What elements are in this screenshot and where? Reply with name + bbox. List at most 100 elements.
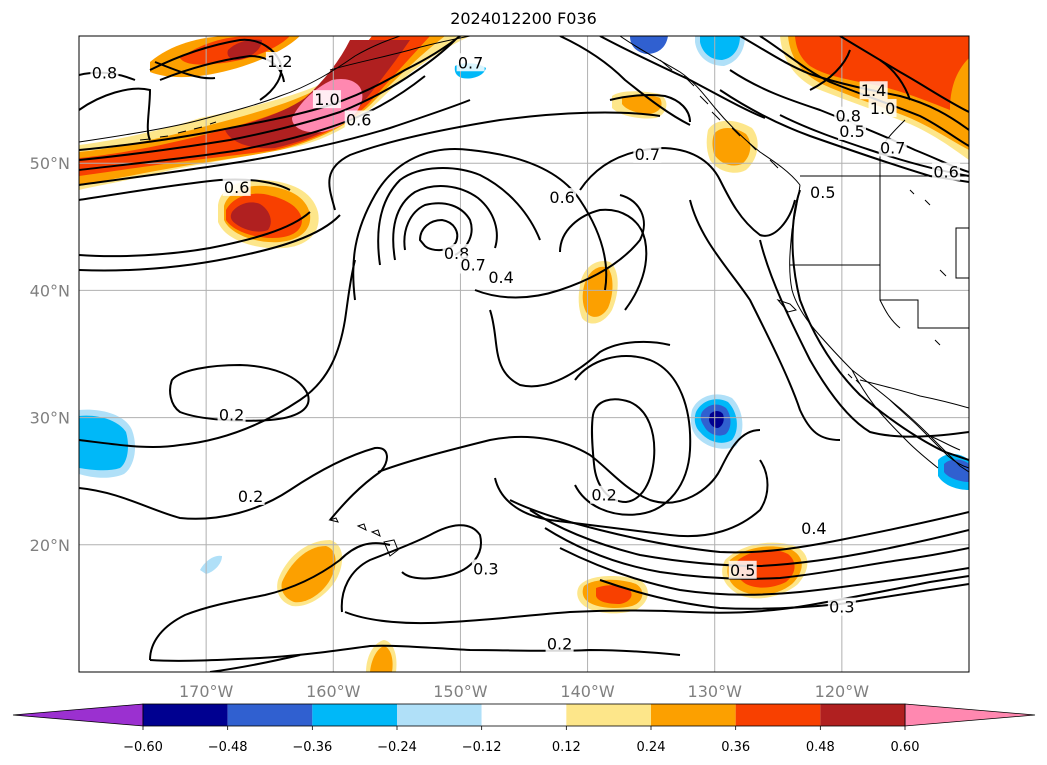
shading-130w-neg-dark bbox=[709, 411, 724, 428]
contour-label: 0.7 bbox=[880, 138, 905, 157]
contour-label-halo bbox=[808, 183, 837, 201]
contour-label-halo bbox=[878, 138, 907, 157]
border-states-2 bbox=[879, 265, 969, 329]
contour-label-halo bbox=[838, 121, 867, 140]
colorbar-tick-label: −0.48 bbox=[208, 740, 248, 755]
contour-label: 0.2 bbox=[591, 486, 616, 505]
contour-label: 0.4 bbox=[488, 268, 513, 287]
contour-label: 0.6 bbox=[933, 163, 958, 182]
colorbar-tick-label: 0.60 bbox=[891, 740, 920, 755]
lat-tick-label: 40°N bbox=[30, 281, 70, 300]
contour-label-halo bbox=[456, 53, 485, 72]
colorbar-segment bbox=[566, 704, 651, 726]
contour-west-1 bbox=[328, 111, 661, 211]
contour-label: 0.8 bbox=[92, 63, 117, 82]
contour-lines bbox=[79, 36, 969, 672]
contour-gulf-1 bbox=[489, 309, 671, 388]
map-title: 2024012200 F036 bbox=[450, 9, 597, 28]
contour-label-halo bbox=[217, 405, 246, 424]
contour-bering-1 bbox=[79, 87, 152, 141]
latitude-tick-labels: 50°N 40°N 30°N 20°N bbox=[30, 154, 70, 555]
contour-label-halo bbox=[834, 106, 863, 125]
contour-low-2 bbox=[392, 185, 498, 261]
contour-alaska-5 bbox=[79, 178, 291, 201]
contour-label: 0.3 bbox=[473, 560, 498, 579]
contour-02-west bbox=[169, 363, 310, 422]
contour-topright-1 bbox=[559, 36, 691, 126]
contour-label: 1.0 bbox=[870, 99, 895, 118]
longitude-tick-labels: 170°W 160°W 150°W 140°W 130°W 120°W bbox=[179, 682, 869, 701]
coastline-gulf bbox=[889, 399, 969, 469]
colorbar-tick-label: 0.12 bbox=[552, 740, 581, 755]
contour-label: 0.2 bbox=[219, 406, 244, 425]
contour-label: 0.6 bbox=[224, 178, 249, 197]
contour-02-bottom-2 bbox=[209, 654, 301, 672]
contour-label-halo bbox=[932, 162, 961, 181]
coastline-bc-islands bbox=[659, 59, 779, 169]
border-states-3 bbox=[955, 227, 969, 279]
contour-06-1 bbox=[559, 547, 969, 596]
colorbar-segment bbox=[143, 704, 228, 726]
contour-label: 0.7 bbox=[458, 53, 483, 72]
contour-label-halo bbox=[868, 99, 897, 118]
contour-coast-1 bbox=[791, 189, 969, 461]
coastlines bbox=[79, 36, 969, 557]
contour-labels: 0.81.21.00.60.70.60.60.80.70.40.70.51.41… bbox=[90, 51, 961, 654]
contour-03-1 bbox=[340, 524, 482, 613]
colorbar-segment bbox=[312, 704, 397, 726]
lon-tick-label: 150°W bbox=[433, 682, 488, 701]
contour-label-halo bbox=[859, 81, 888, 100]
lon-tick-label: 160°W bbox=[306, 682, 361, 701]
contour-coast-3 bbox=[689, 199, 841, 441]
lat-tick-label: 30°N bbox=[30, 409, 70, 428]
contour-02-bottom bbox=[149, 644, 681, 662]
contour-label: 0.2 bbox=[547, 635, 572, 654]
contour-label: 0.5 bbox=[810, 183, 835, 202]
contour-05-2 bbox=[544, 527, 969, 580]
shading-tiny-neg bbox=[200, 555, 222, 574]
colorbar-segment bbox=[481, 704, 567, 726]
shading-hawaii-e-red bbox=[596, 585, 632, 604]
coastline-aleutians bbox=[139, 121, 217, 141]
hawaii-islands bbox=[328, 517, 399, 557]
contour-label: 1.0 bbox=[314, 90, 339, 109]
colorbar-frame bbox=[142, 703, 906, 727]
shading-140w-orange bbox=[582, 266, 613, 317]
shading-topright-red bbox=[795, 36, 969, 110]
lon-tick-label: 120°W bbox=[815, 682, 870, 701]
contour-east-2 bbox=[609, 94, 691, 123]
shading-baja-neg-strong bbox=[944, 459, 969, 482]
contour-label: 0.3 bbox=[829, 598, 854, 617]
colorbar-segment bbox=[651, 704, 736, 726]
contour-topright-9 bbox=[839, 36, 969, 113]
contour-label-halo bbox=[487, 268, 516, 287]
map-frame bbox=[78, 35, 970, 673]
contour-label: 0.6 bbox=[549, 188, 574, 207]
contour-ring-outer bbox=[574, 355, 692, 516]
contour-label: 0.4 bbox=[801, 519, 826, 538]
colorbar-segment bbox=[397, 704, 482, 726]
colorbar-tick-label: 0.24 bbox=[637, 740, 666, 755]
contour-low-3 bbox=[403, 202, 473, 256]
contour-coast-2 bbox=[759, 239, 969, 438]
contour-topright-6 bbox=[719, 89, 969, 183]
contour-gulf-2 bbox=[474, 194, 645, 299]
contour-low-1 bbox=[377, 167, 541, 266]
contour-alaska-3 bbox=[79, 75, 426, 171]
contour-label-halo bbox=[799, 518, 828, 537]
contour-low-4 bbox=[418, 218, 459, 252]
contour-label: 0.5 bbox=[730, 561, 755, 580]
contour-east-1 bbox=[579, 146, 796, 237]
contour-label-halo bbox=[545, 634, 574, 653]
coastline-panhandle bbox=[619, 36, 801, 186]
contour-label: 1.4 bbox=[861, 81, 886, 100]
contour-label-halo bbox=[471, 559, 500, 578]
contour-loop-2 bbox=[79, 214, 341, 272]
contour-label-halo bbox=[548, 188, 577, 207]
contour-07-1 bbox=[599, 579, 969, 610]
contour-alaska-4 bbox=[79, 99, 471, 186]
contour-big-2 bbox=[494, 459, 769, 538]
colorbar-segment bbox=[820, 704, 905, 726]
contour-label-halo bbox=[633, 144, 662, 163]
